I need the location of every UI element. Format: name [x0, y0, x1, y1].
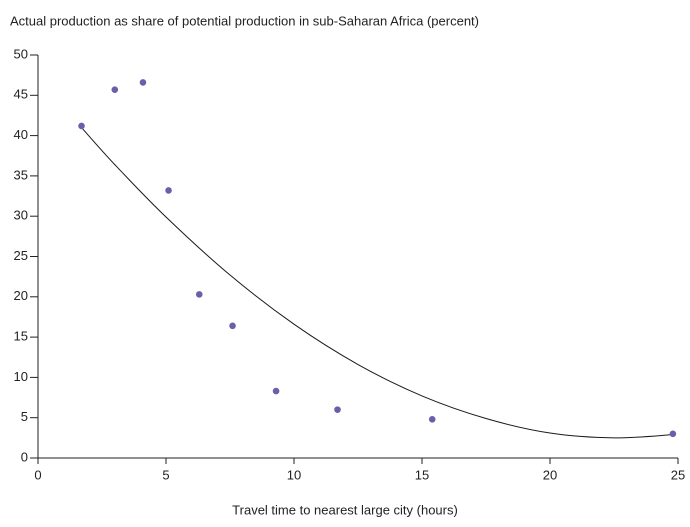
data-point: [139, 79, 147, 86]
y-tick-label: 15: [14, 329, 28, 344]
y-tick-label: 5: [21, 409, 28, 424]
x-tick-label: 0: [34, 467, 41, 482]
x-tick-label: 5: [162, 467, 169, 482]
data-point: [669, 430, 677, 438]
y-tick-label: 40: [14, 127, 28, 142]
data-point: [165, 187, 172, 194]
data-point: [334, 406, 341, 413]
data-point: [229, 322, 236, 330]
data-point: [428, 416, 436, 423]
y-tick-label: 45: [14, 87, 28, 102]
data-point: [111, 86, 119, 93]
trend-line: [81, 127, 673, 439]
x-tick-label: 20: [543, 467, 557, 482]
y-tick-label: 0: [21, 449, 28, 464]
data-point: [78, 122, 85, 130]
y-tick-label: 30: [14, 208, 28, 223]
y-tick-label: 20: [14, 288, 28, 303]
data-point: [272, 387, 280, 395]
x-axis-label: Travel time to nearest large city (hours…: [232, 502, 458, 517]
y-tick-label: 10: [14, 369, 28, 384]
chart-title: Actual production as share of potential …: [10, 13, 479, 28]
y-tick-label: 35: [14, 167, 28, 182]
data-point: [195, 291, 203, 298]
x-tick-label: 10: [287, 467, 301, 482]
x-tick-label: 25: [671, 467, 685, 482]
y-tick-label: 25: [14, 248, 28, 263]
y-tick-label: 50: [14, 46, 28, 61]
x-tick-label: 15: [415, 467, 429, 482]
